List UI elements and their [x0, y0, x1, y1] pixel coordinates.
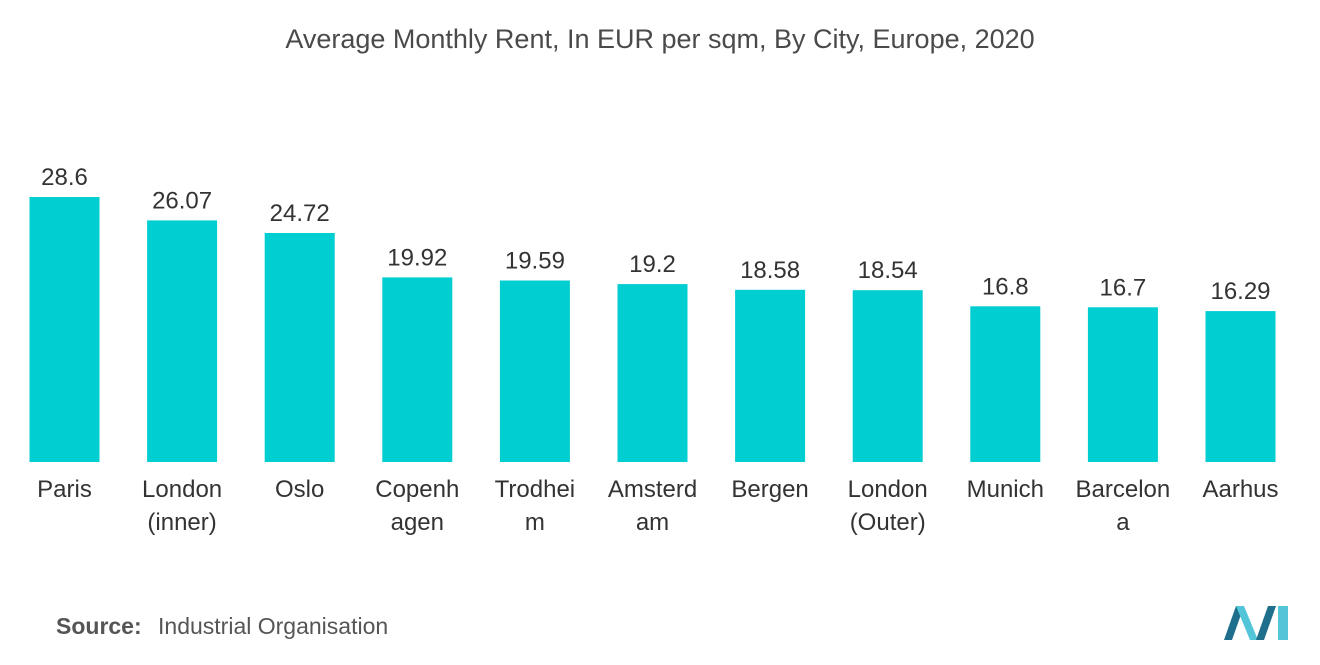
category-label-line: Aarhus [1202, 476, 1278, 503]
category-label: London (Outer) [848, 476, 928, 536]
data-label: 19.92 [387, 244, 447, 271]
category-label: Aarhus [1202, 476, 1278, 503]
category-label-line: London [142, 476, 222, 503]
bar [852, 290, 923, 462]
category-label-line: Bergen [731, 476, 808, 503]
source-note: Source: Industrial Organisation [56, 613, 388, 640]
category-label-line: Munich [967, 476, 1044, 503]
category-label-line: (inner) [147, 509, 216, 536]
category-label: Paris [37, 476, 92, 503]
category-label-line: agen [391, 509, 444, 536]
data-label: 16.8 [982, 273, 1029, 300]
data-label: 19.2 [629, 251, 676, 278]
category-label: Munich [967, 476, 1044, 503]
bar [264, 233, 335, 462]
bar [147, 220, 218, 462]
bar [29, 197, 100, 462]
category-label: London (inner) [142, 476, 222, 536]
data-label: 18.54 [858, 257, 918, 284]
bar [499, 280, 570, 462]
category-label-line: Barcelon [1076, 476, 1171, 503]
bar [970, 306, 1041, 462]
source-label: Source: [56, 613, 142, 639]
category-labels-group: Paris London (inner) Oslo Copenh agen Trodhei m… [37, 476, 1278, 536]
category-label: Amsterd am [608, 476, 697, 536]
bar [735, 289, 806, 462]
category-label-line: London [848, 476, 928, 503]
data-label: 16.7 [1100, 274, 1147, 301]
category-label-line: Amsterd [608, 476, 697, 503]
bar [617, 284, 688, 462]
category-label-line: a [1116, 509, 1130, 536]
data-label: 26.07 [152, 187, 212, 214]
data-label: 24.72 [270, 200, 330, 227]
chart-title: Average Monthly Rent, In EUR per sqm, By… [285, 24, 1035, 54]
category-label-line: Copenh [375, 476, 459, 503]
bars-group [29, 197, 1276, 462]
bar [1205, 311, 1276, 462]
category-label: Bergen [731, 476, 808, 503]
category-label-line: m [525, 509, 545, 536]
bar [382, 277, 453, 462]
data-label: 16.29 [1210, 278, 1270, 305]
category-label: Copenh agen [375, 476, 459, 536]
bar-chart: 28.6 26.07 24.72 19.92 19.59 19.2 18.58 18.54 16… [29, 164, 1279, 536]
category-label-line: Trodhei [495, 476, 575, 503]
bar [1087, 307, 1158, 462]
data-label: 18.58 [740, 257, 800, 284]
source-text: Industrial Organisation [158, 613, 389, 639]
category-label-line: am [636, 509, 669, 536]
data-label: 19.59 [505, 248, 565, 275]
category-label: Barcelon a [1076, 476, 1171, 536]
category-label-line: Oslo [275, 476, 324, 503]
category-label: Trodhei m [495, 476, 575, 536]
category-label-line: Paris [37, 476, 92, 503]
category-label: Oslo [275, 476, 324, 503]
value-labels-group: 28.6 26.07 24.72 19.92 19.59 19.2 18.58 18.54 16… [41, 164, 1270, 305]
brand-logo-icon [1224, 606, 1288, 640]
data-label: 28.6 [41, 164, 88, 191]
category-label-line: (Outer) [850, 509, 926, 536]
